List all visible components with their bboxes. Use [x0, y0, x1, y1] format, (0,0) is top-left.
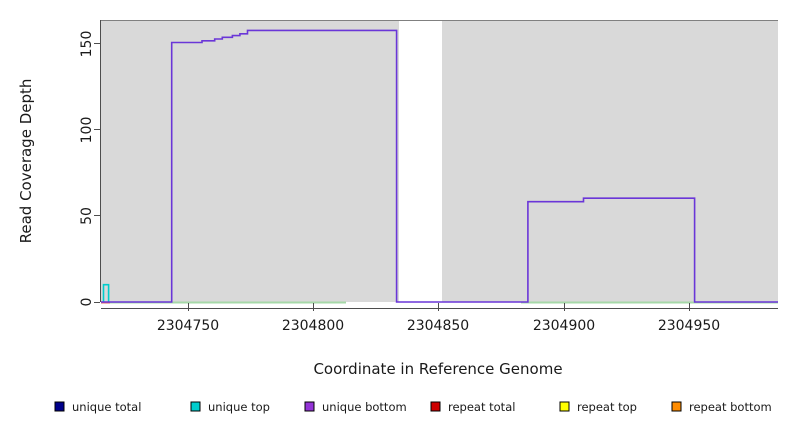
x-tick-label-4: 2304950 [658, 318, 720, 334]
legend-item-unique-bottom[interactable]: unique bottom [304, 400, 407, 414]
shaded-regions [101, 20, 778, 302]
shaded-region-left [101, 20, 400, 302]
legend-swatch-unique-total [54, 401, 65, 412]
legend-label-repeat-total: repeat total [448, 400, 515, 414]
x-tick-label-1: 2304800 [282, 318, 344, 334]
x-tick-label-2: 2304850 [407, 318, 469, 334]
y-axis-title: Read Coverage Depth [17, 79, 35, 244]
y-axis-tick-labels: 0 50 100 150 [79, 31, 95, 307]
legend-swatch-unique-bottom [304, 401, 315, 412]
legend-swatch-repeat-bottom [671, 401, 682, 412]
legend-label-repeat-bottom: repeat bottom [689, 400, 772, 414]
series-unique-top [102, 283, 110, 302]
x-axis-tick-labels: 2304750 2304800 2304850 2304900 2304950 [157, 318, 720, 334]
legend-item-repeat-top[interactable]: repeat top [559, 400, 637, 414]
legend-label-unique-bottom: unique bottom [322, 400, 407, 414]
y-tick-label-0: 0 [79, 298, 95, 307]
chart-legend: unique total unique top unique bottom re… [54, 400, 772, 414]
x-axis-title: Coordinate in Reference Genome [313, 360, 562, 378]
series-unique-bottom [101, 29, 778, 303]
shaded-region-right [442, 20, 778, 302]
legend-swatch-unique-top [190, 401, 201, 412]
legend-label-unique-top: unique top [208, 400, 270, 414]
legend-swatch-repeat-total [430, 401, 441, 412]
legend-item-unique-total[interactable]: unique total [54, 400, 141, 414]
legend-item-repeat-total[interactable]: repeat total [430, 400, 515, 414]
legend-item-repeat-bottom[interactable]: repeat bottom [671, 400, 772, 414]
x-tick-label-3: 2304900 [533, 318, 595, 334]
y-tick-label-50: 50 [79, 207, 95, 225]
y-axis-ticks [94, 43, 100, 303]
y-tick-label-100: 100 [79, 117, 95, 144]
legend-label-repeat-top: repeat top [577, 400, 637, 414]
y-tick-label-150: 150 [79, 31, 95, 58]
legend-item-unique-top[interactable]: unique top [190, 400, 270, 414]
legend-label-unique-total: unique total [72, 400, 141, 414]
x-axis-ticks [188, 303, 690, 311]
legend-swatch-repeat-top [559, 401, 570, 412]
x-tick-label-0: 2304750 [157, 318, 219, 334]
